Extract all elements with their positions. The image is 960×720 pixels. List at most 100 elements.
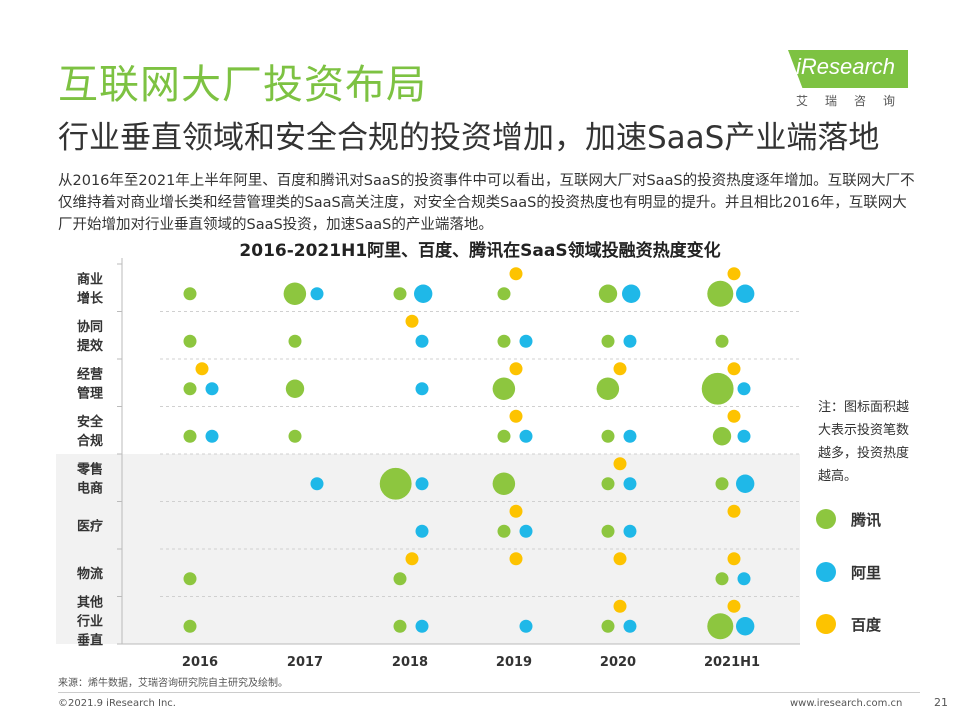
bubble-腾讯 <box>379 467 412 500</box>
bubble-阿里 <box>415 619 429 633</box>
bubble-阿里 <box>310 477 324 491</box>
bubble-腾讯 <box>497 334 511 348</box>
logo-text: iResearch <box>796 54 896 79</box>
y-tick-label: 医疗 <box>77 518 103 534</box>
logo-chinese: 艾瑞咨询 <box>796 94 913 108</box>
bubble-百度 <box>509 409 523 423</box>
legend-label: 百度 <box>851 616 882 634</box>
description-text: 从2016年至2021年上半年阿里、百度和腾讯对SaaS的投资事件中可以看出，互… <box>58 173 915 233</box>
bubble-腾讯 <box>183 619 197 633</box>
bubble-腾讯 <box>393 572 407 586</box>
bubble-阿里 <box>737 572 751 586</box>
bubble-百度 <box>405 314 419 328</box>
x-tick-label: 2021H1 <box>704 655 760 670</box>
page-title: 互联网大厂投资布局 <box>58 62 427 108</box>
bubble-腾讯 <box>497 287 511 301</box>
bubble-百度 <box>509 552 523 566</box>
legend-label: 腾讯 <box>850 511 881 529</box>
y-tick-label: 安全合规 <box>77 414 104 449</box>
bubble-阿里 <box>623 477 637 491</box>
bubble-腾讯 <box>183 287 197 301</box>
bubble-腾讯 <box>601 524 615 538</box>
bubble-百度 <box>727 362 741 376</box>
y-tick-label: 经营管理 <box>77 366 103 401</box>
bubble-阿里 <box>415 524 429 538</box>
bubble-阿里 <box>622 284 641 303</box>
bubble-百度 <box>509 267 523 281</box>
bubble-腾讯 <box>601 334 615 348</box>
bubble-腾讯 <box>183 382 197 396</box>
logo-background <box>788 50 908 88</box>
page-subtitle: 行业垂直领域和安全合规的投资增加，加速SaaS产业端落地 <box>58 120 880 156</box>
bubble-百度 <box>405 552 419 566</box>
page-number: 21 <box>934 696 948 709</box>
y-tick-label: 协同提效 <box>77 319 104 354</box>
bubble-百度 <box>195 362 209 376</box>
bubble-腾讯 <box>183 334 197 348</box>
bubble-腾讯 <box>596 377 620 401</box>
bubble-阿里 <box>737 382 751 396</box>
bubble-阿里 <box>623 334 637 348</box>
x-tick-label: 2018 <box>392 655 428 670</box>
bubble-阿里 <box>623 524 637 538</box>
source-text: 来源：烯牛数据，艾瑞咨询研究院自主研究及绘制。 <box>58 678 288 689</box>
y-tick-label: 物流 <box>77 566 103 582</box>
bubble-阿里 <box>519 524 533 538</box>
bubble-阿里 <box>736 617 755 636</box>
chart-note: 注：图标面积越大表示投资笔数越多，投资热度越高。 <box>818 400 910 484</box>
bubble-百度 <box>727 409 741 423</box>
y-tick-label: 零售电商 <box>76 461 103 496</box>
bubble-阿里 <box>736 474 755 493</box>
bubble-百度 <box>613 457 627 471</box>
legend-marker <box>816 509 836 529</box>
bubble-百度 <box>727 552 741 566</box>
bubble-阿里 <box>519 429 533 443</box>
legend-marker <box>816 562 836 582</box>
bubble-腾讯 <box>707 280 734 307</box>
bubble-腾讯 <box>288 334 302 348</box>
bubble-腾讯 <box>393 619 407 633</box>
bubble-腾讯 <box>393 287 407 301</box>
chart-title: 2016-2021H1阿里、百度、腾讯在SaaS领域投融资热度变化 <box>239 241 721 261</box>
footer-divider <box>58 692 920 693</box>
bubble-阿里 <box>519 334 533 348</box>
bubble-阿里 <box>415 334 429 348</box>
legend-marker <box>816 614 836 634</box>
bubble-腾讯 <box>283 282 307 306</box>
copyright-text: ©2021.9 iResearch Inc. <box>58 698 176 709</box>
bubble-阿里 <box>205 429 219 443</box>
bubble-腾讯 <box>492 472 516 496</box>
bubble-百度 <box>613 362 627 376</box>
x-tick-label: 2019 <box>496 655 532 670</box>
bubble-腾讯 <box>601 429 615 443</box>
bubble-阿里 <box>623 429 637 443</box>
bubble-阿里 <box>737 429 751 443</box>
bubble-阿里 <box>623 619 637 633</box>
x-tick-label: 2020 <box>600 655 636 670</box>
bubble-腾讯 <box>183 429 197 443</box>
bubble-阿里 <box>310 287 324 301</box>
bubble-阿里 <box>205 382 219 396</box>
bubble-腾讯 <box>601 477 615 491</box>
bubble-阿里 <box>414 284 433 303</box>
bubble-腾讯 <box>707 613 734 640</box>
bubble-阿里 <box>415 477 429 491</box>
bubble-腾讯 <box>712 427 732 446</box>
bubble-腾讯 <box>285 379 305 398</box>
bubble-腾讯 <box>701 372 734 405</box>
bubble-百度 <box>509 362 523 376</box>
y-tick-label: 商业增长 <box>77 271 104 306</box>
bubble-百度 <box>509 504 523 518</box>
bubble-阿里 <box>736 284 755 303</box>
bubble-腾讯 <box>715 477 729 491</box>
legend-label: 阿里 <box>851 564 881 582</box>
bubble-腾讯 <box>183 572 197 586</box>
bubble-百度 <box>613 552 627 566</box>
website-text: www.iresearch.com.cn <box>790 698 903 709</box>
bubble-腾讯 <box>497 429 511 443</box>
bubble-百度 <box>727 267 741 281</box>
iresearch-logo: iResearch 艾瑞咨询 <box>788 50 908 108</box>
bubble-百度 <box>727 599 741 613</box>
bubble-阿里 <box>519 619 533 633</box>
